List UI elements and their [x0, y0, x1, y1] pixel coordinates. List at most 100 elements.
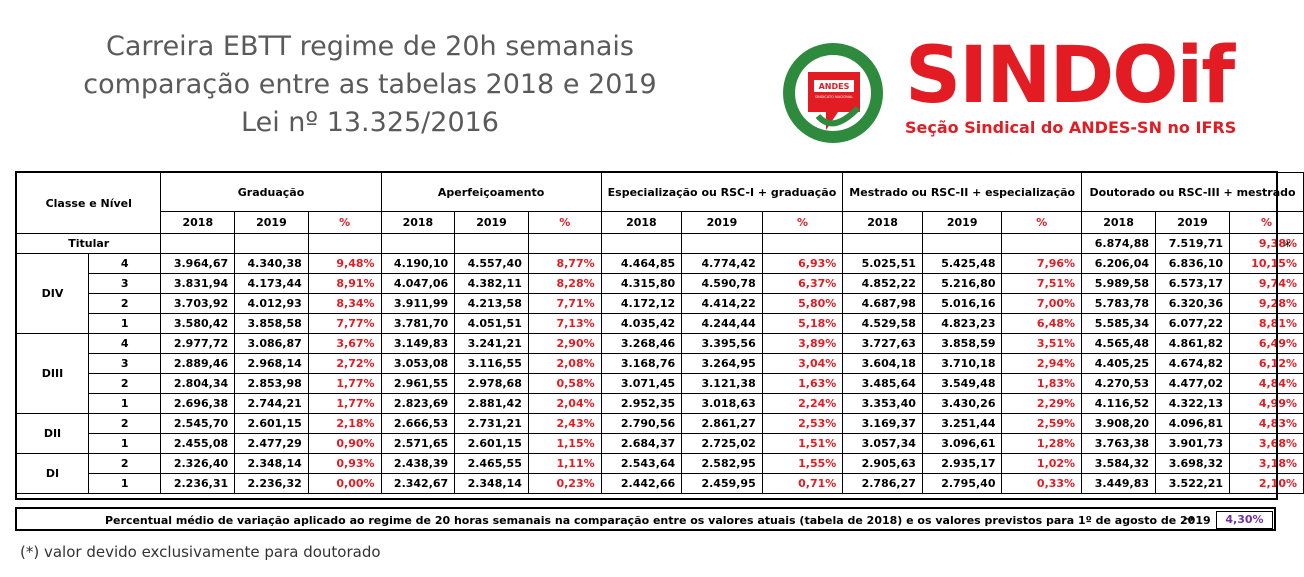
table-cell: 4.674,82 — [1155, 353, 1230, 374]
table-row: 2 2.804,34 2.853,98 1,77% 2.961,55 2.978,68 0,… — [17, 373, 1304, 394]
level-cell: 2 — [87, 373, 162, 394]
table-cell: 3.168,76 — [600, 353, 683, 374]
table-cell: 3.149,83 — [380, 333, 456, 354]
table-cell: 4.315,80 — [600, 273, 683, 294]
table-cell: 4.861,82 — [1155, 333, 1230, 354]
table-cell: 3.096,61 — [921, 433, 1003, 454]
table-cell: 4.270,53 — [1081, 373, 1157, 394]
table-cell — [842, 233, 923, 254]
table-cell: 5.016,16 — [921, 293, 1003, 314]
table-cell: 9,74% — [1229, 273, 1304, 294]
footer-summary: Percentual médio de variação aplicado ao… — [15, 507, 1276, 531]
table-cell: 2.545,70 — [160, 413, 236, 434]
table-cell: 1,63% — [761, 373, 844, 394]
table-cell: 2.978,68 — [454, 373, 529, 394]
table-cell: 3,67% — [307, 333, 382, 354]
level-cell: 2 — [87, 293, 162, 314]
table-cell: 2.823,69 — [380, 393, 456, 414]
table-cell: 3.727,63 — [842, 333, 923, 354]
table-cell: 4.414,22 — [681, 293, 763, 314]
year-header: 2019 — [1155, 211, 1230, 234]
table-cell: 1,11% — [527, 453, 602, 474]
table-cell: 2.601,15 — [454, 433, 529, 454]
level-cell: 1 — [87, 393, 162, 414]
table-cell: 3,04% — [761, 353, 844, 374]
table-cell: 7,13% — [527, 313, 602, 334]
table-cell — [761, 233, 844, 254]
table-cell: 2.725,02 — [681, 433, 763, 454]
table-cell: 2.968,14 — [234, 353, 309, 374]
table-cell: 3.169,37 — [842, 413, 923, 434]
level-cell: 1 — [87, 313, 162, 334]
year-header: % — [307, 211, 382, 234]
table-cell: 4.051,51 — [454, 313, 529, 334]
year-header: 2018 — [600, 211, 683, 234]
table-cell: 5,18% — [761, 313, 844, 334]
table-cell: 2.666,53 — [380, 413, 456, 434]
table-cell: 4.477,02 — [1155, 373, 1230, 394]
year-header: % — [1001, 211, 1083, 234]
table-cell: 2.977,72 — [160, 333, 236, 354]
table-cell: 8,81% — [1229, 313, 1304, 334]
table-row: 1 2.696,38 2.744,21 1,77% 2.823,69 2.881,42 2,… — [17, 393, 1304, 414]
table-cell: 3.268,46 — [600, 333, 683, 354]
table-cell: 2.961,55 — [380, 373, 456, 394]
table-cell: 7,96% — [1001, 253, 1083, 274]
level-cell: 4 — [87, 253, 162, 274]
table-cell: 3.449,83 — [1081, 473, 1157, 494]
table-cell: 7.519,71 — [1155, 233, 1230, 254]
table-cell: 2.571,65 — [380, 433, 456, 454]
table-cell: 3.858,59 — [921, 333, 1003, 354]
table-cell: 2.442,66 — [600, 473, 683, 494]
table-cell: 5,80% — [761, 293, 844, 314]
header-row-years: 2018 2019% 2018 2019% 2018 2019% 2018 2019% 2018… — [17, 211, 1304, 234]
table-cell: 3.395,56 — [681, 333, 763, 354]
table-cell: 2.342,67 — [380, 473, 456, 494]
table-cell: 6.077,22 — [1155, 313, 1230, 334]
table-cell: 2.889,46 — [160, 353, 236, 374]
table-cell: 6,37% — [761, 273, 844, 294]
class-name: DII — [16, 413, 89, 454]
table-cell: 4.012,93 — [234, 293, 309, 314]
group-header: Especialização ou RSC-I + graduação — [600, 172, 844, 212]
table-cell: 2,10% — [1229, 473, 1304, 494]
table-cell: 3.116,55 — [454, 353, 529, 374]
level-cell: 3 — [87, 273, 162, 294]
group-header: Aperfeiçoamento — [380, 172, 602, 212]
andes-logo-icon: ANDES SINDICATO NACIONAL — [783, 43, 883, 143]
table-cell: 2,59% — [1001, 413, 1083, 434]
table-row: DI 2 2.326,40 2.348,14 0,93% 2.438,39 2.465,55… — [16, 453, 1304, 494]
table-cell: 0,71% — [761, 473, 844, 494]
table-cell: 1,28% — [1001, 433, 1083, 454]
table-cell: 9,38% — [1229, 233, 1304, 254]
class-name: DIV — [16, 253, 89, 334]
table-cell: 4,83% — [1229, 413, 1304, 434]
table-cell: 1,77% — [307, 373, 382, 394]
table-row: Titular 6.874,88 7.519,71 9,38% — [15, 233, 1304, 254]
table-cell: 3.964,67 — [160, 253, 236, 274]
table-cell: 3.703,92 — [160, 293, 236, 314]
table-cell: 4.173,44 — [234, 273, 309, 294]
table-cell: 4.687,98 — [842, 293, 923, 314]
table-cell: 5.585,34 — [1081, 313, 1157, 334]
table-cell: 7,00% — [1001, 293, 1083, 314]
table-cell: 2.853,98 — [234, 373, 309, 394]
header-row-groups: Classe e Nível Graduação Aperfeiçoamento Es… — [15, 172, 1304, 234]
table-cell: 5.989,58 — [1081, 273, 1157, 294]
table-cell: 3.241,21 — [454, 333, 529, 354]
table-cell: 4.464,85 — [600, 253, 683, 274]
level-cell: 3 — [87, 353, 162, 374]
title-line-3: Lei nº 13.325/2016 — [241, 107, 499, 138]
table-cell: 4.405,25 — [1081, 353, 1157, 374]
table-cell: 5.025,51 — [842, 253, 923, 274]
table-cell: 3.018,63 — [681, 393, 763, 414]
table-cell — [454, 233, 529, 254]
table-cell: 0,23% — [527, 473, 602, 494]
table-cell: 4.774,42 — [681, 253, 763, 274]
table-cell: 2.881,42 — [454, 393, 529, 414]
brand-name: SINDOif — [905, 31, 1235, 121]
table-cell: 3.710,18 — [921, 353, 1003, 374]
table-cell: 3.908,20 — [1081, 413, 1157, 434]
table-cell: 6,49% — [1229, 333, 1304, 354]
table-cell — [307, 233, 382, 254]
